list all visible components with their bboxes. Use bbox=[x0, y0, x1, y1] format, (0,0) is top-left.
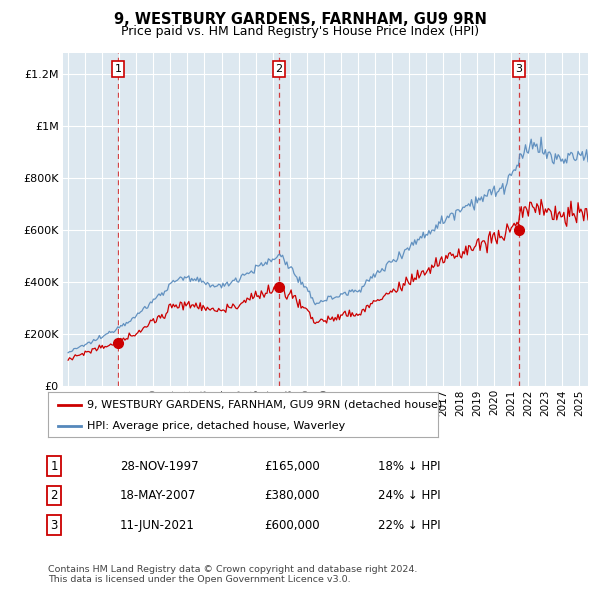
Text: 22% ↓ HPI: 22% ↓ HPI bbox=[378, 519, 440, 532]
Text: 2: 2 bbox=[50, 489, 58, 502]
Text: 3: 3 bbox=[50, 519, 58, 532]
Text: 1: 1 bbox=[50, 460, 58, 473]
Text: 1: 1 bbox=[115, 64, 121, 74]
Text: Price paid vs. HM Land Registry's House Price Index (HPI): Price paid vs. HM Land Registry's House … bbox=[121, 25, 479, 38]
Text: 18-MAY-2007: 18-MAY-2007 bbox=[120, 489, 196, 502]
Text: Contains HM Land Registry data © Crown copyright and database right 2024.
This d: Contains HM Land Registry data © Crown c… bbox=[48, 565, 418, 584]
Text: 9, WESTBURY GARDENS, FARNHAM, GU9 9RN (detached house): 9, WESTBURY GARDENS, FARNHAM, GU9 9RN (d… bbox=[87, 400, 442, 409]
Text: 24% ↓ HPI: 24% ↓ HPI bbox=[378, 489, 440, 502]
Text: 28-NOV-1997: 28-NOV-1997 bbox=[120, 460, 199, 473]
Text: 9, WESTBURY GARDENS, FARNHAM, GU9 9RN: 9, WESTBURY GARDENS, FARNHAM, GU9 9RN bbox=[113, 12, 487, 27]
Text: £600,000: £600,000 bbox=[264, 519, 320, 532]
Text: £165,000: £165,000 bbox=[264, 460, 320, 473]
Text: 3: 3 bbox=[515, 64, 523, 74]
Text: HPI: Average price, detached house, Waverley: HPI: Average price, detached house, Wave… bbox=[87, 421, 345, 431]
Text: 18% ↓ HPI: 18% ↓ HPI bbox=[378, 460, 440, 473]
Text: 11-JUN-2021: 11-JUN-2021 bbox=[120, 519, 195, 532]
Text: 2: 2 bbox=[275, 64, 283, 74]
Text: £380,000: £380,000 bbox=[264, 489, 320, 502]
